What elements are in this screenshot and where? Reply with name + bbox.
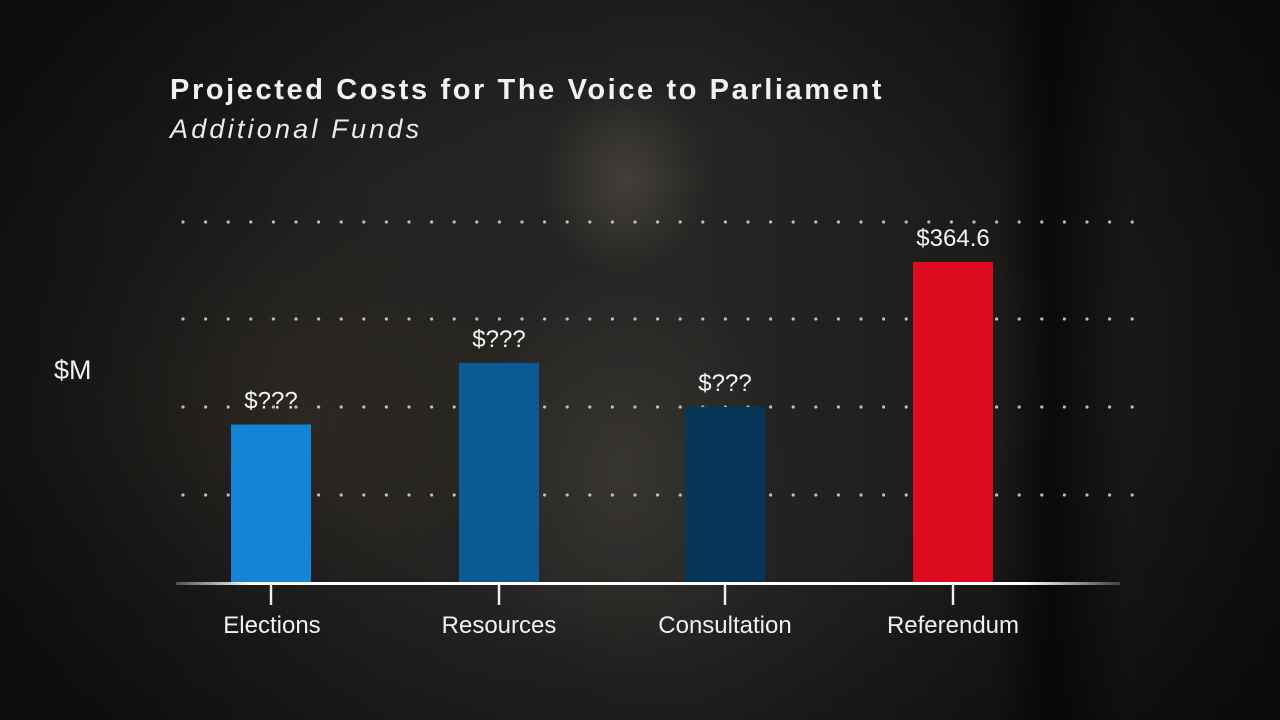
category-label-resources: Resources (442, 612, 557, 639)
bar-elections (231, 424, 311, 583)
bar-consultation (685, 406, 765, 583)
x-axis: Elections Resources Consultation Referendum (176, 582, 1120, 639)
category-label-referendum: Referendum (887, 612, 1019, 639)
value-label-elections: $??? (244, 388, 297, 415)
value-label-consultation: $??? (698, 370, 751, 397)
value-label-referendum: $364.6 (916, 225, 989, 252)
gridlines (181, 220, 1143, 497)
bar-referendum (913, 261, 993, 583)
bars (231, 261, 993, 583)
x-axis-baseline (176, 582, 1120, 585)
value-label-resources: $??? (472, 326, 525, 353)
value-labels: $??? $??? $??? $364.6 (244, 225, 989, 415)
y-axis-label: $M (54, 355, 92, 385)
chart-title: Projected Costs for The Voice to Parliam… (170, 74, 884, 106)
chart-subtitle: Additional Funds (170, 114, 423, 144)
category-label-elections: Elections (223, 612, 320, 639)
bar-resources (459, 362, 539, 583)
category-label-consultation: Consultation (658, 612, 791, 639)
